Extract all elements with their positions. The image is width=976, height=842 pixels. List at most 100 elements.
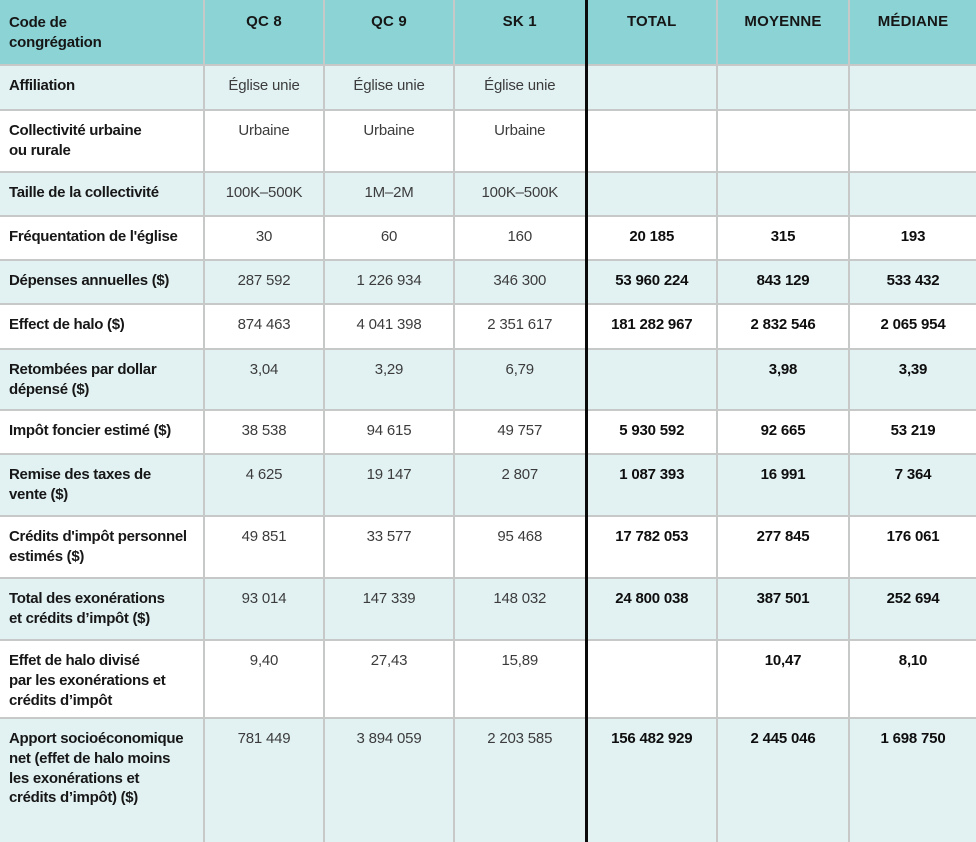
cell-value: 315 xyxy=(716,215,850,261)
cell-value: 2 807 xyxy=(453,453,587,517)
cell-value: 4 041 398 xyxy=(323,303,455,350)
table-row: Collectivité urbaine ou rurale Urbaine Urb… xyxy=(0,109,976,173)
cell-value: 3,04 xyxy=(203,348,325,411)
cell-value: 156 482 929 xyxy=(584,717,718,842)
cell-value: 8,10 xyxy=(848,639,976,719)
cell-value: Église unie xyxy=(323,64,455,111)
cell-value: 30 xyxy=(203,215,325,261)
cell-value: 49 851 xyxy=(203,515,325,579)
cell-value: 4 625 xyxy=(203,453,325,517)
table-row: Fréquentation de l'église 30 60 160 20 185 31… xyxy=(0,215,976,261)
table-row: Dépenses annuelles ($) 287 592 1 226 934 34… xyxy=(0,259,976,305)
cell-value: 193 xyxy=(848,215,976,261)
table-row: Effect de halo ($) 874 463 4 041 398 2 351 … xyxy=(0,303,976,350)
cell-value: Église unie xyxy=(453,64,587,111)
cell-value: 38 538 xyxy=(203,409,325,455)
row-label: Effet de halo divisé par les exonération… xyxy=(0,639,205,719)
table-row: Crédits d'impôt personnel estimés ($) 49 … xyxy=(0,515,976,579)
table-row: Affiliation Église unie Église unie Église … xyxy=(0,64,976,111)
cell-value: 7 364 xyxy=(848,453,976,517)
header-col-moyenne: MOYENNE xyxy=(716,0,850,66)
row-label: Apport socioéconomique net (effet de hal… xyxy=(0,717,205,842)
cell-value: 2 445 046 xyxy=(716,717,850,842)
cell-value: 20 185 xyxy=(584,215,718,261)
cell-value xyxy=(584,109,718,173)
row-label: Retombées par dollar dépensé ($) xyxy=(0,348,205,411)
cell-value: 287 592 xyxy=(203,259,325,305)
table-row: Apport socioéconomique net (effet de hal… xyxy=(0,717,976,842)
cell-value xyxy=(848,64,976,111)
header-congregation-code: Code de congrégation xyxy=(0,0,205,66)
cell-value: 15,89 xyxy=(453,639,587,719)
row-label: Total des exonérations et crédits d’impô… xyxy=(0,577,205,641)
cell-value: 6,79 xyxy=(453,348,587,411)
row-label: Affiliation xyxy=(0,64,205,111)
table-row: Effet de halo divisé par les exonération… xyxy=(0,639,976,719)
row-label: Crédits d'impôt personnel estimés ($) xyxy=(0,515,205,579)
header-col-mediane: MÉDIANE xyxy=(848,0,976,66)
cell-value xyxy=(584,639,718,719)
table-row: Total des exonérations et crédits d’impô… xyxy=(0,577,976,641)
cell-value: 533 432 xyxy=(848,259,976,305)
cell-value xyxy=(848,171,976,217)
cell-value: 1 226 934 xyxy=(323,259,455,305)
cell-value: 3,29 xyxy=(323,348,455,411)
cell-value: 277 845 xyxy=(716,515,850,579)
cell-value: 3,98 xyxy=(716,348,850,411)
cell-value: 92 665 xyxy=(716,409,850,455)
table-row: Taille de la collectivité 100K–500K 1M–2M 1… xyxy=(0,171,976,217)
cell-value: 2 832 546 xyxy=(716,303,850,350)
cell-value: 181 282 967 xyxy=(584,303,718,350)
row-label: Fréquentation de l'église xyxy=(0,215,205,261)
cell-value xyxy=(716,109,850,173)
cell-value: Urbaine xyxy=(203,109,325,173)
cell-value: 9,40 xyxy=(203,639,325,719)
table-row: Impôt foncier estimé ($) 38 538 94 615 49 7… xyxy=(0,409,976,455)
cell-value: 24 800 038 xyxy=(584,577,718,641)
cell-value: 95 468 xyxy=(453,515,587,579)
row-label: Taille de la collectivité xyxy=(0,171,205,217)
cell-value: 843 129 xyxy=(716,259,850,305)
row-label: Collectivité urbaine ou rurale xyxy=(0,109,205,173)
cell-value: 252 694 xyxy=(848,577,976,641)
cell-value: 346 300 xyxy=(453,259,587,305)
cell-value: 176 061 xyxy=(848,515,976,579)
table-row: Remise des taxes de vente ($) 4 625 19 147… xyxy=(0,453,976,517)
row-label: Effect de halo ($) xyxy=(0,303,205,350)
cell-value: 2 065 954 xyxy=(848,303,976,350)
cell-value: Urbaine xyxy=(323,109,455,173)
cell-value: 781 449 xyxy=(203,717,325,842)
cell-value: 17 782 053 xyxy=(584,515,718,579)
row-label: Dépenses annuelles ($) xyxy=(0,259,205,305)
header-col-total: TOTAL xyxy=(584,0,718,66)
cell-value: 387 501 xyxy=(716,577,850,641)
cell-value: 5 930 592 xyxy=(584,409,718,455)
cell-value: 94 615 xyxy=(323,409,455,455)
row-label: Remise des taxes de vente ($) xyxy=(0,453,205,517)
cell-value: Urbaine xyxy=(453,109,587,173)
cell-value: 10,47 xyxy=(716,639,850,719)
cell-value: 53 960 224 xyxy=(584,259,718,305)
table-body: Affiliation Église unie Église unie Église … xyxy=(0,64,976,842)
header-col-sk1: SK 1 xyxy=(453,0,587,66)
cell-value: 19 147 xyxy=(323,453,455,517)
cell-value: 93 014 xyxy=(203,577,325,641)
cell-value: 147 339 xyxy=(323,577,455,641)
cell-value: 60 xyxy=(323,215,455,261)
cell-value xyxy=(716,64,850,111)
cell-value: 53 219 xyxy=(848,409,976,455)
cell-value xyxy=(584,64,718,111)
cell-value: 1 698 750 xyxy=(848,717,976,842)
table-header: Code de congrégation QC 8 QC 9 SK 1 TOTA… xyxy=(0,0,976,66)
cell-value xyxy=(584,171,718,217)
cell-value: 100K–500K xyxy=(203,171,325,217)
cell-value: Église unie xyxy=(203,64,325,111)
cell-value: 16 991 xyxy=(716,453,850,517)
cell-value: 33 577 xyxy=(323,515,455,579)
cell-value: 100K–500K xyxy=(453,171,587,217)
cell-value: 1M–2M xyxy=(323,171,455,217)
cell-value: 148 032 xyxy=(453,577,587,641)
cell-value: 49 757 xyxy=(453,409,587,455)
cell-value xyxy=(848,109,976,173)
